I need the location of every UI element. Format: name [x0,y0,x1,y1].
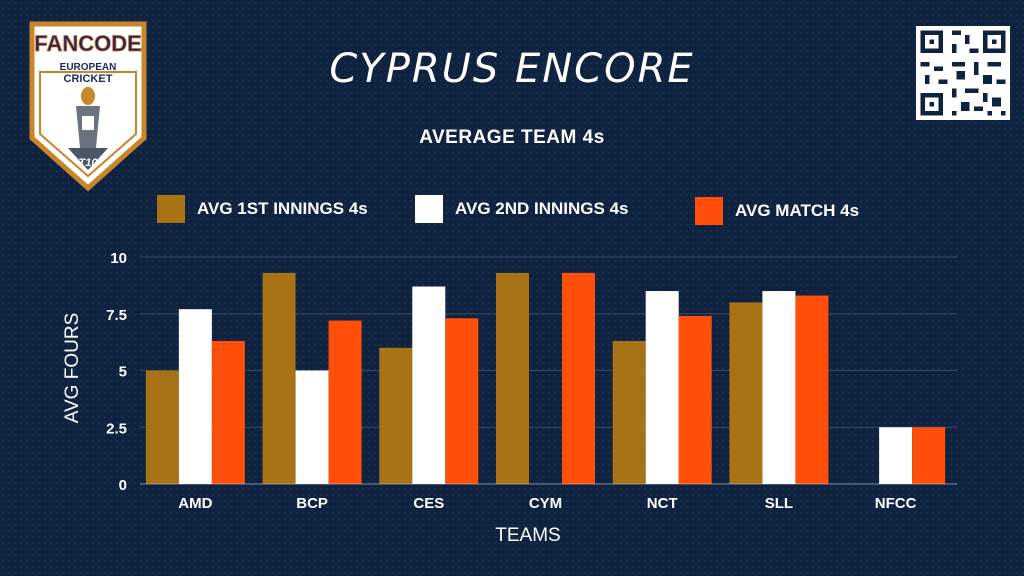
y-tick-label: 7.5 [106,307,127,324]
legend-item-series-2: AVG 2ND INNINGS 4s [415,195,629,223]
logo-line1: EUROPEAN [60,62,117,73]
bar-nfcc-series-2 [879,427,913,484]
x-tick-label: AMD [178,495,212,512]
trophy-emblem [82,116,94,130]
x-tick-label: CES [413,495,444,512]
bar-nfcc-series-3 [912,427,946,484]
bar-ces-series-3 [445,318,479,484]
legend-item-series-3: AVG MATCH 4s [695,197,859,225]
page-title: CYPRUS ENCORE [329,46,695,92]
legend-swatch-series-3 [695,197,723,225]
bar-nct-series-1 [612,340,646,484]
logo-line2: CRICKET [64,73,113,85]
x-tick-label: NFCC [875,495,917,512]
bar-nct-series-2 [645,291,679,484]
y-tick-label: 0 [119,477,127,494]
legend-item-series-1: AVG 1ST INNINGS 4s [157,195,368,223]
bar-sll-series-2 [762,291,796,484]
logo-brand-text: FANCODE [34,31,142,56]
fancode-european-cricket-logo: FANCODE EUROPEAN CRICKET T10 [29,21,147,192]
legend-label-series-3: AVG MATCH 4s [735,201,860,220]
x-tick-label: BCP [296,495,328,512]
bar-sll-series-3 [795,295,829,484]
bar-cym-series-3 [562,272,595,484]
bar-bcp-series-3 [328,320,362,484]
x-tick-label: NCT [647,495,678,512]
bar-amd-series-3 [211,340,245,484]
bar-cym-series-1 [496,272,529,484]
legend-label-series-1: AVG 1ST INNINGS 4s [197,199,368,218]
legend-label-series-2: AVG 2ND INNINGS 4s [455,199,629,218]
y-tick-label: 5 [119,364,127,381]
bar-amd-series-1 [145,370,179,484]
x-tick-label: SLL [765,495,793,512]
bar-nct-series-3 [678,316,712,484]
bar-bcp-series-2 [295,370,329,484]
chart-subtitle: AVERAGE TEAM 4s [419,127,605,148]
bar-amd-series-2 [178,309,212,484]
y-tick-label: 2.5 [106,420,127,437]
legend-swatch-series-2 [415,195,443,223]
logo-brand-plate [37,28,139,56]
bar-ces-series-1 [379,347,413,484]
x-axis-title: TEAMS [495,525,560,546]
x-tick-label: CYM [529,495,562,512]
y-axis-title: AVG FOURS [62,313,83,424]
legend-swatch-series-1 [157,195,185,223]
trophy-ball-icon [81,87,95,105]
logo-badge-text: T10 [79,157,99,169]
qr-code-icon[interactable] [916,26,1010,120]
trophy-base [68,148,108,170]
bar-bcp-series-1 [262,272,296,484]
bar-sll-series-1 [729,302,763,484]
y-tick-label: 10 [110,250,127,267]
bar-ces-series-2 [412,286,446,484]
